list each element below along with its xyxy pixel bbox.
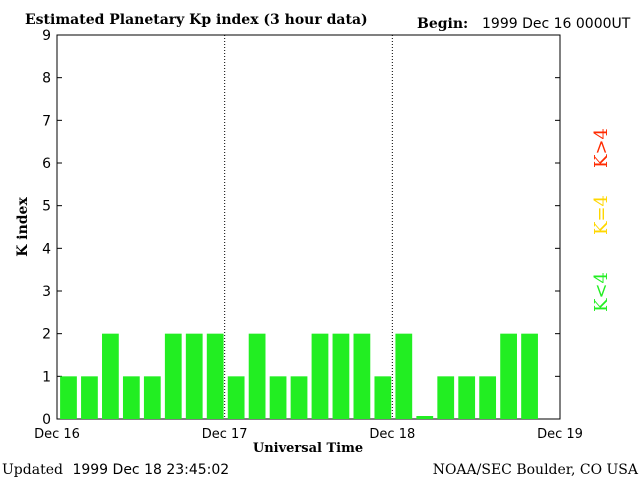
kp-bar: [102, 333, 119, 419]
kp-bar: [60, 376, 77, 419]
begin-value: 1999 Dec 16 0000UT: [482, 16, 631, 32]
y-tick-label: 2: [42, 327, 51, 343]
kp-bar: [374, 376, 392, 419]
kp-bar: [458, 376, 476, 419]
y-tick-label: 6: [42, 156, 51, 172]
kp-bar: [416, 416, 434, 419]
y-tick-label: 5: [42, 199, 51, 215]
legend-k-greater-4: K>4: [591, 128, 612, 168]
chart-title: Estimated Planetary Kp index (3 hour dat…: [25, 12, 368, 28]
updated-value: 1999 Dec 18 23:45:02: [72, 462, 229, 478]
kp-bar: [227, 376, 245, 419]
y-tick-label: 0: [42, 412, 51, 428]
x-axis: Dec 16 Dec 17 Dec 18 Dec 19: [34, 427, 583, 442]
y-axis-label: K index: [15, 197, 31, 257]
kp-bar: [332, 333, 350, 419]
kp-bar: [164, 333, 182, 419]
y-tick-label: 3: [42, 284, 51, 300]
kp-bar: [521, 333, 538, 419]
x-tick-label: Dec 17: [202, 427, 248, 442]
x-tick-label: Dec 19: [537, 427, 583, 442]
y-tick-label: 4: [42, 241, 51, 257]
kp-bar: [500, 333, 517, 419]
footer-updated: Updated 1999 Dec 18 23:45:02: [2, 462, 229, 478]
x-tick-label: Dec 18: [369, 427, 415, 442]
bars-group: [60, 333, 538, 419]
kp-bar: [479, 376, 497, 419]
legend-k-less-4: K<4: [591, 272, 612, 312]
y-axis: 0 1 2 3 4 5 6 7 8 9: [42, 28, 560, 428]
kp-bar: [353, 333, 371, 419]
kp-bar: [143, 376, 161, 419]
x-axis-label: Universal Time: [253, 441, 363, 456]
begin-label: Begin:: [417, 16, 468, 32]
kp-bar: [185, 333, 203, 419]
y-tick-label: 1: [42, 369, 51, 385]
kp-bar: [395, 333, 413, 419]
footer-source: NOAA/SEC Boulder, CO USA: [433, 462, 639, 478]
plot-frame: [56, 34, 561, 420]
kp-bar: [290, 376, 308, 419]
y-tick-label: 7: [42, 113, 51, 129]
kp-bar: [269, 376, 287, 419]
legend-k-equal-4: K=4: [591, 195, 612, 235]
kp-bar: [248, 333, 266, 419]
y-tick-label: 9: [42, 28, 51, 44]
day-dividers: [224, 35, 393, 419]
updated-label: Updated: [2, 462, 63, 478]
x-tick-label: Dec 16: [34, 427, 80, 442]
kp-bar: [311, 333, 329, 419]
kp-bar: [206, 333, 224, 419]
y-tick-label: 8: [42, 71, 51, 87]
kp-bar: [122, 376, 140, 419]
kp-bar: [81, 376, 98, 419]
kp-bar: [437, 376, 455, 419]
